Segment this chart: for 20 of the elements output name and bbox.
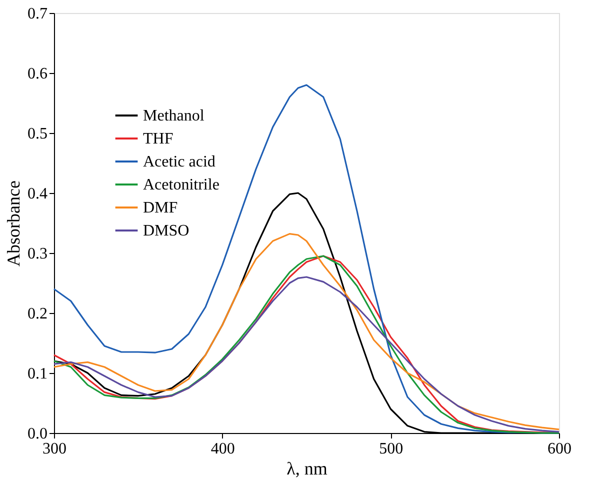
y-tick-label: 0.1 bbox=[28, 366, 48, 382]
y-tick-label: 0.5 bbox=[28, 126, 48, 142]
x-tick-label: 300 bbox=[42, 440, 66, 458]
x-axis-title: λ, nm bbox=[286, 458, 328, 478]
legend-label: Acetonitrile bbox=[143, 176, 220, 194]
y-axis-title: Absorbance bbox=[4, 180, 24, 266]
y-tick-label: 0.2 bbox=[28, 306, 48, 322]
x-tick-label: 500 bbox=[379, 440, 404, 458]
legend-label: Acetic acid bbox=[143, 154, 216, 170]
legend-label: THF bbox=[143, 130, 174, 148]
y-tick-label: 0.4 bbox=[28, 186, 48, 202]
y-tick-label: 0.6 bbox=[28, 66, 48, 82]
y-tick-label: 0.7 bbox=[28, 6, 48, 22]
legend-label: Methanol bbox=[143, 108, 205, 124]
y-tick-label: 0.3 bbox=[28, 246, 48, 262]
x-tick-label: 400 bbox=[210, 440, 235, 458]
y-tick-label: 0.0 bbox=[28, 426, 48, 442]
legend-label: DMSO bbox=[143, 222, 190, 240]
x-tick-label: 600 bbox=[548, 440, 572, 458]
legend-label: DMF bbox=[143, 200, 178, 216]
